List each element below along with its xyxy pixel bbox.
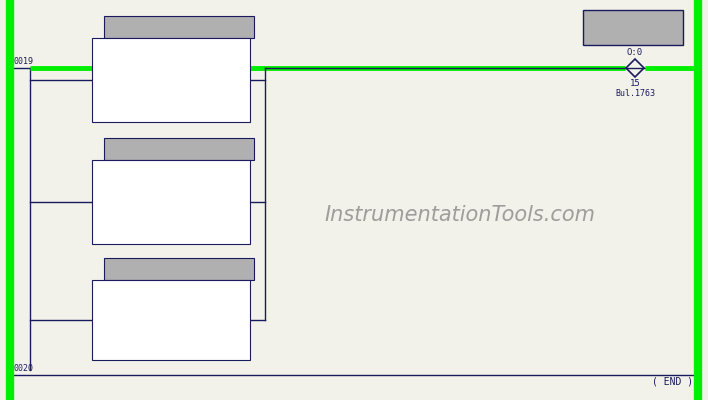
Text: Source B: Source B (97, 206, 137, 214)
Text: Less Than (A<B): Less Than (A<B) (97, 174, 172, 182)
Text: 0<: 0< (235, 72, 245, 80)
Text: 10<: 10< (230, 314, 245, 322)
Text: Source B: Source B (97, 326, 137, 334)
Text: N7:4: N7:4 (225, 184, 245, 194)
Text: People travelling
from A to D: People travelling from A to D (137, 17, 222, 37)
Text: 10: 10 (235, 326, 245, 334)
Text: N7:3: N7:3 (225, 62, 245, 72)
Text: 30<: 30< (230, 92, 245, 102)
FancyBboxPatch shape (92, 160, 250, 244)
Text: 0020: 0020 (13, 364, 33, 373)
Text: –LES –: –LES – (97, 164, 127, 172)
Text: People travelling
from B to D: People travelling from B to D (137, 139, 222, 159)
Text: O:0: O:0 (627, 48, 643, 57)
Text: 15: 15 (629, 79, 640, 88)
Text: 10<: 10< (230, 334, 245, 344)
FancyBboxPatch shape (92, 280, 250, 360)
FancyBboxPatch shape (104, 138, 254, 160)
Text: Source A: Source A (97, 184, 137, 194)
FancyBboxPatch shape (104, 16, 254, 38)
Text: Less Than (A<B): Less Than (A<B) (97, 294, 172, 302)
Text: Bul.1763: Bul.1763 (615, 89, 655, 98)
FancyBboxPatch shape (583, 10, 683, 45)
Text: Source A: Source A (97, 62, 137, 72)
Text: InstrumentationTools.com: InstrumentationTools.com (324, 205, 595, 225)
Text: PAY EXTRA MONEY-
STATION D: PAY EXTRA MONEY- STATION D (590, 18, 676, 37)
Text: Less Than (A<B): Less Than (A<B) (97, 52, 172, 60)
Text: ( END ): ( END ) (652, 376, 693, 386)
Text: N7:5: N7:5 (225, 304, 245, 314)
FancyBboxPatch shape (104, 258, 254, 280)
Text: –LES –: –LES – (97, 284, 127, 292)
Text: 0019: 0019 (13, 57, 33, 66)
Text: 20<: 20< (230, 214, 245, 224)
Text: 30: 30 (235, 84, 245, 92)
Text: 20: 20 (235, 206, 245, 214)
Text: 10<: 10< (230, 194, 245, 202)
Text: Source A: Source A (97, 304, 137, 314)
Text: –LES –: –LES – (97, 42, 127, 50)
FancyBboxPatch shape (92, 38, 250, 122)
Text: Source B: Source B (97, 84, 137, 92)
Text: People travelling
from C to D: People travelling from C to D (137, 259, 222, 279)
